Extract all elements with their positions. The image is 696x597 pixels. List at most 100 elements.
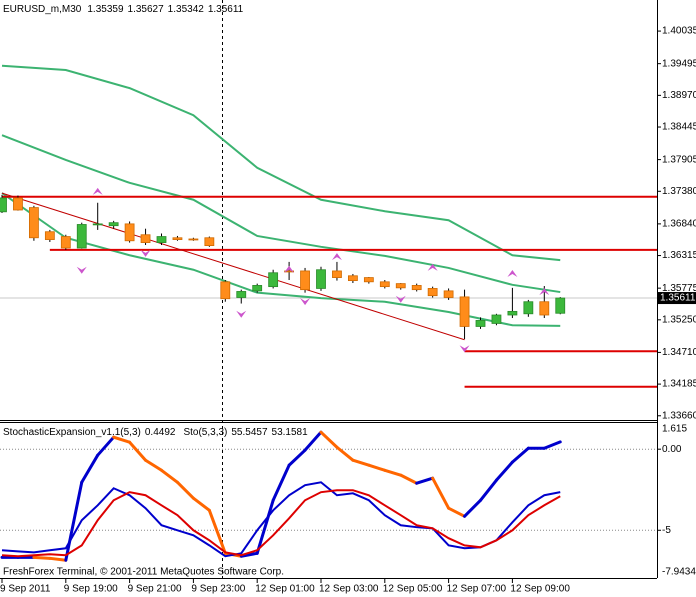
fractal-arrow bbox=[92, 187, 103, 195]
x-tick-label: 12 Sep 01:00 bbox=[255, 584, 315, 595]
expansion-segment bbox=[287, 448, 307, 467]
y-tick-label: 1.33660 bbox=[662, 410, 696, 421]
fractal-arrow bbox=[236, 310, 247, 318]
y-tick-label: 1.615 bbox=[662, 424, 687, 435]
expansion-segment bbox=[415, 476, 435, 485]
candle-body bbox=[363, 277, 374, 283]
expansion-segment bbox=[399, 473, 419, 485]
symbol-header: EURUSD_m,M30 1.35359 1.35627 1.35342 1.35611 bbox=[3, 4, 244, 15]
expansion-segment bbox=[319, 430, 339, 449]
candle-body bbox=[284, 270, 295, 273]
candle-body bbox=[156, 236, 167, 243]
candle-body bbox=[347, 275, 358, 282]
candle-body bbox=[475, 320, 486, 327]
candle-body bbox=[332, 270, 342, 278]
sto-value: 55.5457 bbox=[231, 427, 268, 438]
y-tick-label: -7.9434 bbox=[662, 567, 696, 578]
footer: FreshForex Terminal, © 2001-2011 MetaQuo… bbox=[3, 567, 284, 578]
x-tick-label: 12 Sep 03:00 bbox=[319, 584, 379, 595]
expansion-segment bbox=[48, 556, 68, 562]
candle-body bbox=[459, 296, 470, 327]
marks: 1.40035 1.39495 1.38970 1.38445 1.37905 1.373… bbox=[0, 26, 696, 595]
fractal-arrow bbox=[140, 249, 151, 257]
y-tick-label: 1.37380 bbox=[662, 186, 696, 197]
candle-body bbox=[507, 310, 518, 316]
candle-body bbox=[252, 285, 263, 292]
price-box bbox=[658, 292, 696, 305]
candle-body bbox=[491, 314, 502, 324]
expansion-segment bbox=[191, 496, 211, 512]
candle-body bbox=[300, 270, 310, 291]
fractal-arrow bbox=[76, 266, 87, 274]
expansion-segment bbox=[431, 476, 451, 510]
y-tick-label: 1.35250 bbox=[662, 314, 696, 325]
stochastic-line bbox=[1, 489, 561, 558]
symbol: EURUSD_m,M30 bbox=[3, 4, 82, 15]
candle-body bbox=[124, 223, 135, 242]
last-close: 1.35611 bbox=[208, 4, 244, 15]
expansion-segment bbox=[494, 460, 514, 482]
x-tick-label: 12 Sep 09:00 bbox=[510, 584, 570, 595]
last-low: 1.35342 bbox=[168, 4, 205, 15]
expansion-segment bbox=[303, 430, 323, 452]
expansion-segment bbox=[542, 440, 562, 450]
candle-body bbox=[13, 197, 23, 211]
x-tick-label: 9 Sep 2011 bbox=[0, 584, 51, 595]
y-tick-label: 1.40035 bbox=[662, 26, 696, 37]
fractal-arrow bbox=[300, 298, 311, 306]
indicator-header: StochasticExpansion_v1.1(5,3) 0.4492 Sto(5… bbox=[3, 427, 308, 438]
candle-body bbox=[220, 281, 231, 300]
y-tick-label: -5 bbox=[662, 525, 671, 536]
y-tick-label: 1.34710 bbox=[662, 347, 696, 358]
last-high: 1.35627 bbox=[128, 4, 165, 15]
x-tick-label: 9 Sep 19:00 bbox=[64, 584, 118, 595]
candle-body bbox=[108, 222, 119, 227]
expansion-segment bbox=[367, 463, 387, 472]
indicator-title: StochasticExpansion_v1.1(5,3) bbox=[3, 427, 141, 438]
expansion-segment bbox=[447, 506, 467, 518]
candle-body bbox=[236, 291, 247, 298]
expansion-segment bbox=[175, 480, 195, 500]
band-line bbox=[1, 134, 561, 294]
candle-body bbox=[204, 237, 215, 247]
candle-body bbox=[539, 301, 550, 316]
sto-value: 53.1581 bbox=[272, 427, 309, 438]
candle-body bbox=[395, 283, 406, 289]
candle-body bbox=[411, 285, 422, 291]
candle-body bbox=[140, 234, 151, 243]
expansion-segment bbox=[144, 458, 163, 472]
expansion-segment bbox=[271, 463, 291, 502]
fractal-arrow bbox=[459, 345, 470, 353]
candle-body bbox=[60, 236, 71, 249]
fractal-arrow bbox=[284, 265, 295, 273]
candle-body bbox=[427, 288, 438, 297]
expansion-segment bbox=[112, 435, 132, 444]
expansion-segment bbox=[351, 458, 371, 467]
candle-body bbox=[316, 269, 326, 289]
y-tick-label: 1.38970 bbox=[662, 90, 696, 101]
y-tick-label: 1.36315 bbox=[662, 250, 696, 261]
current-price: 1.35611 bbox=[660, 293, 696, 304]
candle-body bbox=[268, 272, 279, 288]
y-tick-label: 1.36840 bbox=[662, 219, 696, 230]
indicator-value: 0.4492 bbox=[145, 427, 176, 438]
candle-body bbox=[443, 290, 454, 298]
expansion-segment bbox=[239, 551, 259, 558]
fractal-arrow bbox=[539, 288, 550, 296]
x-tick-label: 12 Sep 07:00 bbox=[447, 584, 507, 595]
last-open: 1.35359 bbox=[87, 4, 124, 15]
trend-line bbox=[1, 192, 465, 341]
fractal-arrow bbox=[507, 269, 518, 277]
sto-label: Sto(5,3,3) bbox=[183, 427, 227, 438]
fractal-arrow bbox=[331, 253, 342, 261]
candle-body bbox=[379, 281, 390, 288]
candle-body bbox=[76, 224, 87, 249]
y-tick-label: 1.37905 bbox=[662, 154, 696, 165]
candle-body bbox=[44, 231, 55, 240]
y-tick-label: 1.35775 bbox=[662, 283, 696, 294]
expansion-segment bbox=[207, 508, 227, 555]
candle-body bbox=[523, 301, 534, 315]
band-line bbox=[1, 64, 561, 262]
